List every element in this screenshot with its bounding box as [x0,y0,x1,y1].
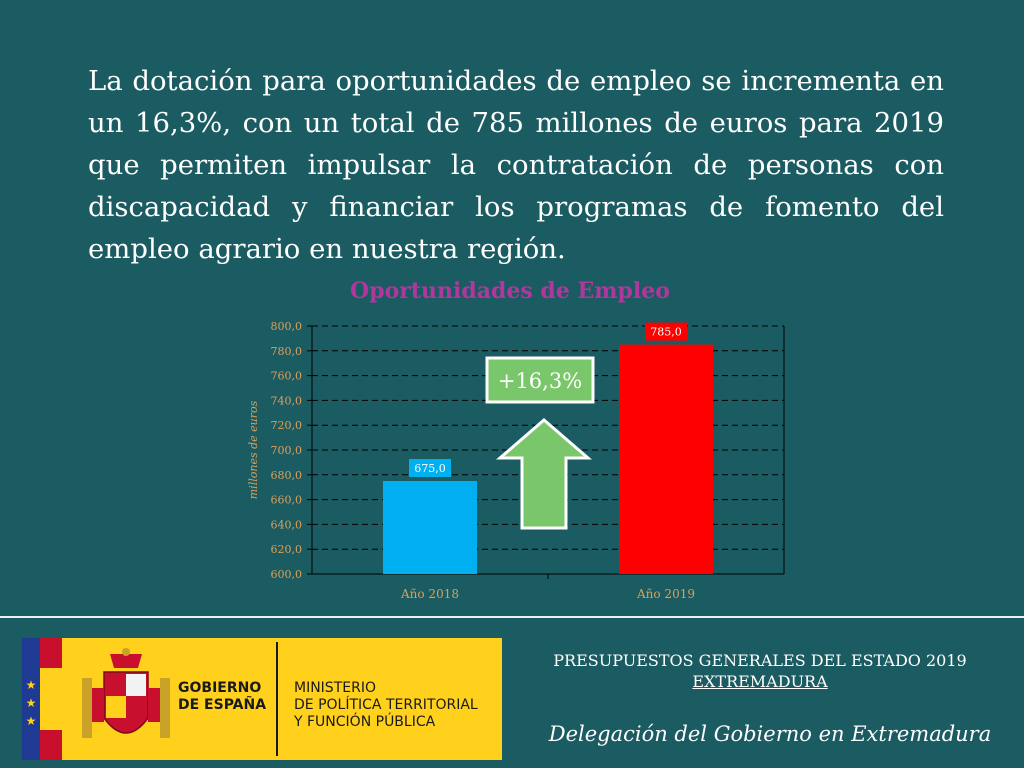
star-icon: ★ [25,678,37,692]
ministry-line1: MINISTERIO [294,680,376,696]
data-label: 675,0 [414,462,446,475]
gov-line2: DE ESPAÑA [178,697,267,713]
y-tick-label: 740,0 [271,394,303,407]
y-tick-label: 660,0 [271,494,303,507]
bar-año-2018 [383,481,477,574]
star-icon: ★ [25,696,37,710]
star-icon: ★ [25,714,37,728]
star-icons: ★ ★ ★ [24,676,38,730]
headline-text: La dotación para oportunidades de empleo… [88,65,944,265]
y-tick-label: 780,0 [271,345,303,358]
ministry-line2: DE POLÍTICA TERRITORIAL [294,697,478,713]
growth-annotation-label: +16,3% [498,369,582,393]
footer-title-line1: PRESUPUESTOS GENERALES DEL ESTADO 2019 [553,651,967,670]
data-label-bg [409,459,451,477]
y-tick-label: 760,0 [271,370,303,383]
coat-of-arms-icon [82,648,170,738]
x-tick-label: Año 2019 [636,587,695,601]
footer-title: PRESUPUESTOS GENERALES DEL ESTADO 2019 E… [540,650,980,692]
footer-title-line2: EXTREMADURA [692,672,828,691]
y-tick-label: 600,0 [271,568,303,581]
y-axis-label: millones de euros [247,400,260,499]
up-arrow-icon [495,418,593,530]
footer-subtitle: Delegación del Gobierno en Extremadura [548,722,992,746]
bar-año-2019 [619,344,713,574]
spain-flag-yellow [40,668,62,730]
eu-flag-strip [22,638,40,760]
logo-divider [276,642,278,756]
data-label-bg [645,322,687,341]
growth-annotation-box [485,356,595,404]
y-tick-label: 800,0 [271,320,303,333]
ministry-line3: Y FUNCIÓN PÚBLICA [294,714,436,730]
chart-title: Oportunidades de Empleo [350,278,670,304]
gov-line1: GOBIERNO [178,680,262,696]
gobierno-logo: ★ ★ ★ GOBIERNO DE ESPAÑA MINISTERIO DE P… [22,638,502,760]
x-tick-label: Año 2018 [400,587,459,601]
y-tick-label: 640,0 [271,518,303,531]
ministerio-text: MINISTERIO DE POLÍTICA TERRITORIAL Y FUN… [294,680,478,731]
bar-chart: 600,0 620,0 640,0 660,0 680,0 700,0 720,0 740,0… [247,320,785,601]
data-label: 785,0 [650,326,682,339]
footer-divider [0,616,1024,618]
y-tick-label: 720,0 [271,419,303,432]
y-tick-label: 680,0 [271,469,303,482]
gobierno-de-espana-text: GOBIERNO DE ESPAÑA [178,680,266,714]
y-tick-label: 620,0 [271,543,303,556]
y-tick-label: 700,0 [271,444,303,457]
